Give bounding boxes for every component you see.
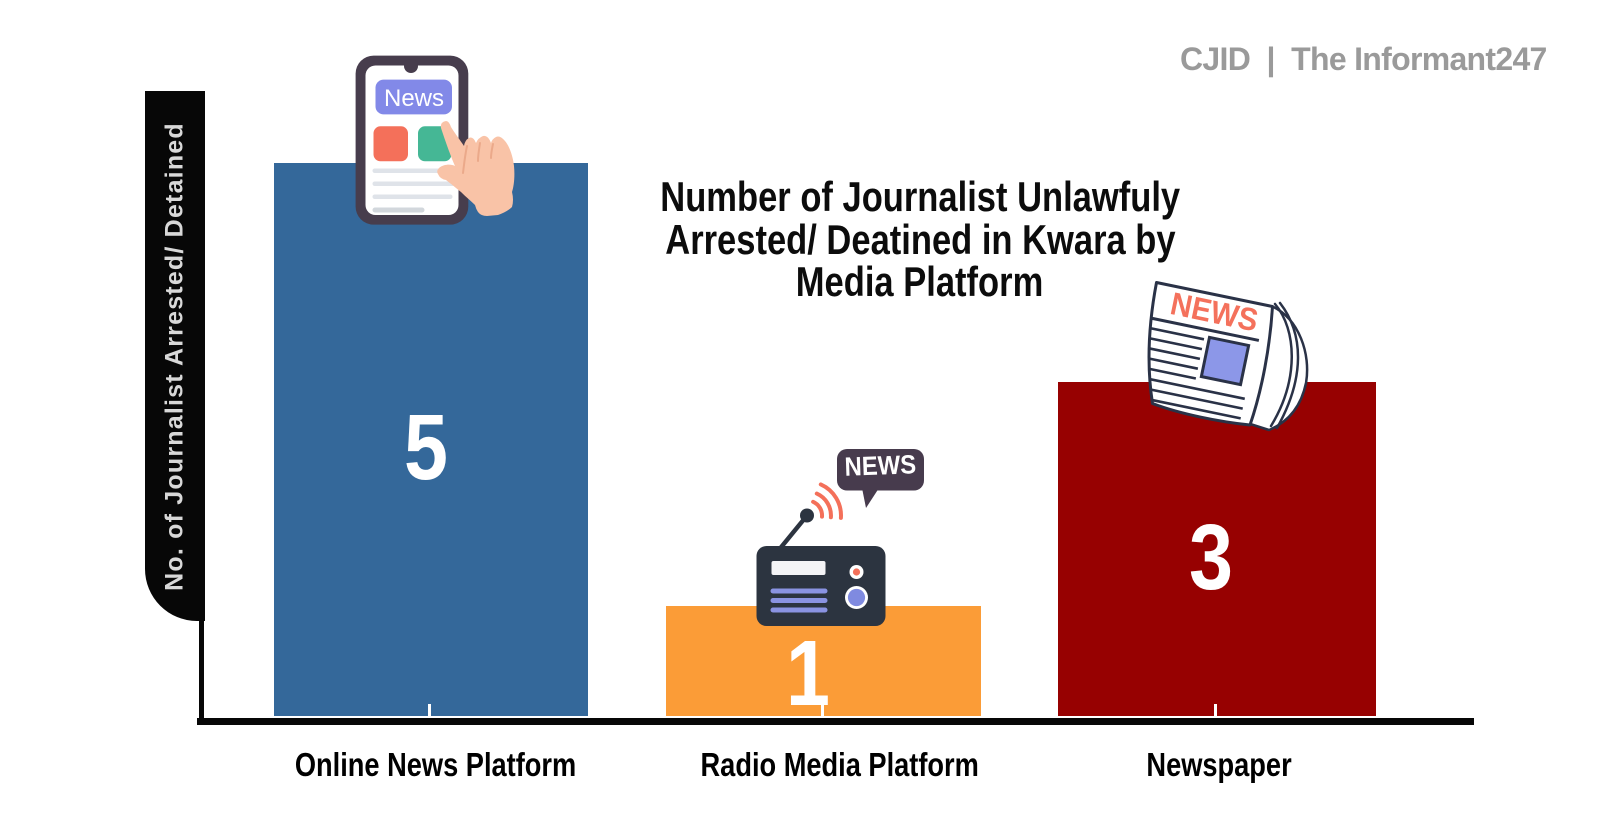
svg-text:NEWS: NEWS xyxy=(844,450,916,482)
svg-text:News: News xyxy=(384,85,444,112)
